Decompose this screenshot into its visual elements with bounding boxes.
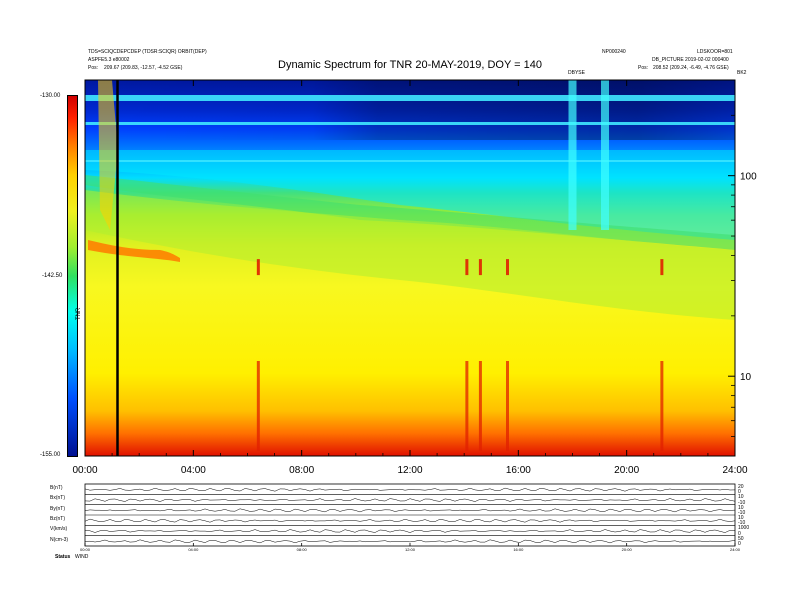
panel-row-scale-top: 10 — [738, 494, 744, 501]
header-left-line3-prefix: Pos: — [88, 65, 99, 71]
band-line-1 — [85, 95, 735, 101]
band-line-2 — [85, 122, 735, 125]
header-right-top-end: LDSKOOR=801 — [697, 49, 733, 55]
cyan-streak-1 — [601, 80, 609, 230]
colorbar-mid-label: -142.50 — [42, 273, 63, 279]
panel-row-scale-top: 20 — [738, 484, 744, 490]
colorbar — [67, 95, 78, 457]
red-burst-3 — [506, 361, 509, 451]
panel-x-tick-label: 00:00 — [80, 547, 91, 552]
panel-row-label: B(nT) — [50, 485, 63, 491]
panel-row-scale-top: 50 — [738, 535, 744, 542]
marker-label: DBYSE — [568, 70, 585, 76]
x-tick-label: 08:00 — [289, 465, 314, 476]
header-right-top-mid: NP000240 — [602, 49, 626, 55]
header-left-line1: TDS=SCIQCDEPCDEP (TDSR:SCIQR) ORBIT(DEP) — [88, 49, 207, 55]
header-right-pos-prefix: Pos: — [638, 65, 649, 71]
red-spot-2 — [478, 259, 482, 276]
panel-footer-value: WIND — [75, 554, 89, 560]
panel-x-tick-label: 04:00 — [188, 547, 199, 552]
panel-footer-left: Status — [55, 554, 71, 560]
panel-row-scale-bottom: 0 — [738, 489, 741, 496]
cyan-streak-0 — [568, 80, 577, 230]
panel-x-tick-label: 08:00 — [297, 547, 308, 552]
red-burst-1 — [465, 361, 469, 451]
panel-row-label: By(nT) — [50, 505, 65, 512]
upper-dark-shade — [85, 80, 735, 140]
panel-row-scale-bottom: -10 — [738, 499, 746, 506]
panel-row-scale-top: 10 — [738, 504, 744, 511]
colorbar-top-label: -130.00 — [40, 93, 61, 99]
panel-trace — [84, 518, 736, 523]
panel-trace — [84, 529, 735, 533]
panel-x-tick-label: 12:00 — [405, 547, 416, 552]
red-spot-3 — [506, 259, 509, 276]
panel-row-label: Bz(nT) — [50, 516, 65, 522]
red-spot-0 — [256, 259, 260, 276]
colorbar-bottom-label: -155.00 — [40, 452, 61, 458]
x-tick-label: 16:00 — [506, 465, 531, 476]
y-tick-label: 10 — [740, 372, 752, 383]
panel-row-scale-top: 1000 — [738, 525, 750, 532]
chart-title: Dynamic Spectrum for TNR 20-MAY-2019, DO… — [278, 59, 543, 71]
red-spot-1 — [465, 259, 469, 276]
panel-trace — [84, 498, 736, 502]
corner-label: BK2 — [737, 70, 747, 76]
red-burst-4 — [660, 361, 664, 451]
green-band — [85, 175, 735, 250]
panel-row-scale-bottom: -10 — [738, 510, 746, 516]
header-left-line3: 209.67 (209.83, -12.57, -4.52 GSE) — [104, 65, 183, 71]
panel-x-tick-label: 20:00 — [622, 547, 633, 552]
yellowgreen-band — [85, 190, 735, 320]
x-tick-label: 20:00 — [614, 465, 639, 476]
y-tick-label: 100 — [740, 172, 757, 183]
orange-ribbon — [88, 240, 180, 262]
band-line-3 — [85, 160, 735, 162]
header-right-mid: DB_PICTURE 2019-02-02 000400 — [652, 57, 729, 63]
header-left-line2: ASPFE5.3 e80002 — [88, 57, 130, 63]
panel-row-scale-bottom: 0 — [738, 541, 741, 547]
x-tick-label: 04:00 — [181, 465, 206, 476]
panel-x-tick-label: 24:00 — [730, 547, 741, 552]
early-plume — [98, 80, 118, 230]
panel-trace — [84, 487, 736, 492]
panel-row-scale-top: 10 — [738, 515, 744, 521]
red-spot-4 — [660, 259, 664, 276]
panel-row-label: V(km/s) — [50, 526, 68, 533]
x-tick-label: 00:00 — [72, 465, 97, 476]
panel-row-label: Bx(nT) — [50, 495, 65, 502]
panel-row-scale-bottom: 0 — [738, 530, 741, 537]
red-burst-2 — [478, 361, 482, 451]
panel-row-scale-bottom: -10 — [738, 520, 746, 527]
panel-row-label: N(cm-3) — [50, 536, 69, 543]
red-burst-0 — [256, 361, 260, 451]
panel-trace — [84, 508, 736, 513]
x-tick-label: 24:00 — [722, 465, 747, 476]
panel-x-tick-label: 16:00 — [513, 547, 524, 552]
header-right-pos: 208.52 (209.24, -6.49, -4.76 GSE) — [653, 65, 729, 71]
x-tick-label: 12:00 — [397, 465, 422, 476]
panel-trace — [84, 539, 736, 544]
